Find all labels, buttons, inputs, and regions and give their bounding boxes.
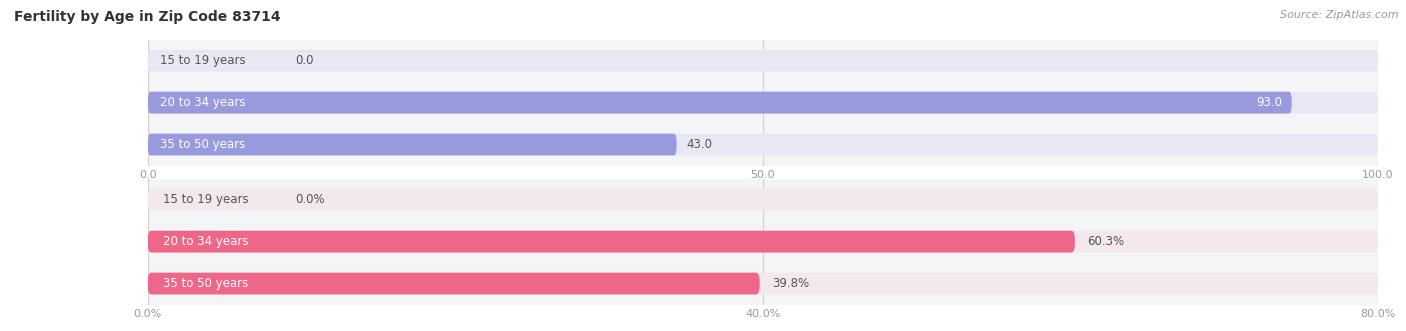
Text: 0.0: 0.0 bbox=[295, 54, 314, 67]
Text: 20 to 34 years: 20 to 34 years bbox=[160, 96, 246, 109]
Text: 93.0: 93.0 bbox=[1256, 96, 1282, 109]
Text: 35 to 50 years: 35 to 50 years bbox=[163, 277, 249, 290]
FancyBboxPatch shape bbox=[148, 50, 1378, 71]
FancyBboxPatch shape bbox=[148, 273, 759, 295]
FancyBboxPatch shape bbox=[148, 134, 1378, 156]
FancyBboxPatch shape bbox=[148, 189, 1378, 211]
FancyBboxPatch shape bbox=[148, 231, 1076, 253]
Text: Source: ZipAtlas.com: Source: ZipAtlas.com bbox=[1281, 10, 1399, 20]
Text: Fertility by Age in Zip Code 83714: Fertility by Age in Zip Code 83714 bbox=[14, 10, 281, 24]
FancyBboxPatch shape bbox=[148, 92, 1378, 114]
FancyBboxPatch shape bbox=[148, 92, 1292, 114]
Text: 15 to 19 years: 15 to 19 years bbox=[160, 54, 246, 67]
Text: 15 to 19 years: 15 to 19 years bbox=[163, 193, 249, 206]
Text: 39.8%: 39.8% bbox=[772, 277, 808, 290]
Text: 43.0: 43.0 bbox=[686, 138, 713, 151]
FancyBboxPatch shape bbox=[148, 273, 1378, 295]
FancyBboxPatch shape bbox=[148, 134, 676, 156]
Text: 60.3%: 60.3% bbox=[1087, 235, 1125, 248]
Text: 35 to 50 years: 35 to 50 years bbox=[160, 138, 245, 151]
Text: 20 to 34 years: 20 to 34 years bbox=[163, 235, 249, 248]
Text: 0.0%: 0.0% bbox=[295, 193, 325, 206]
FancyBboxPatch shape bbox=[148, 231, 1378, 253]
